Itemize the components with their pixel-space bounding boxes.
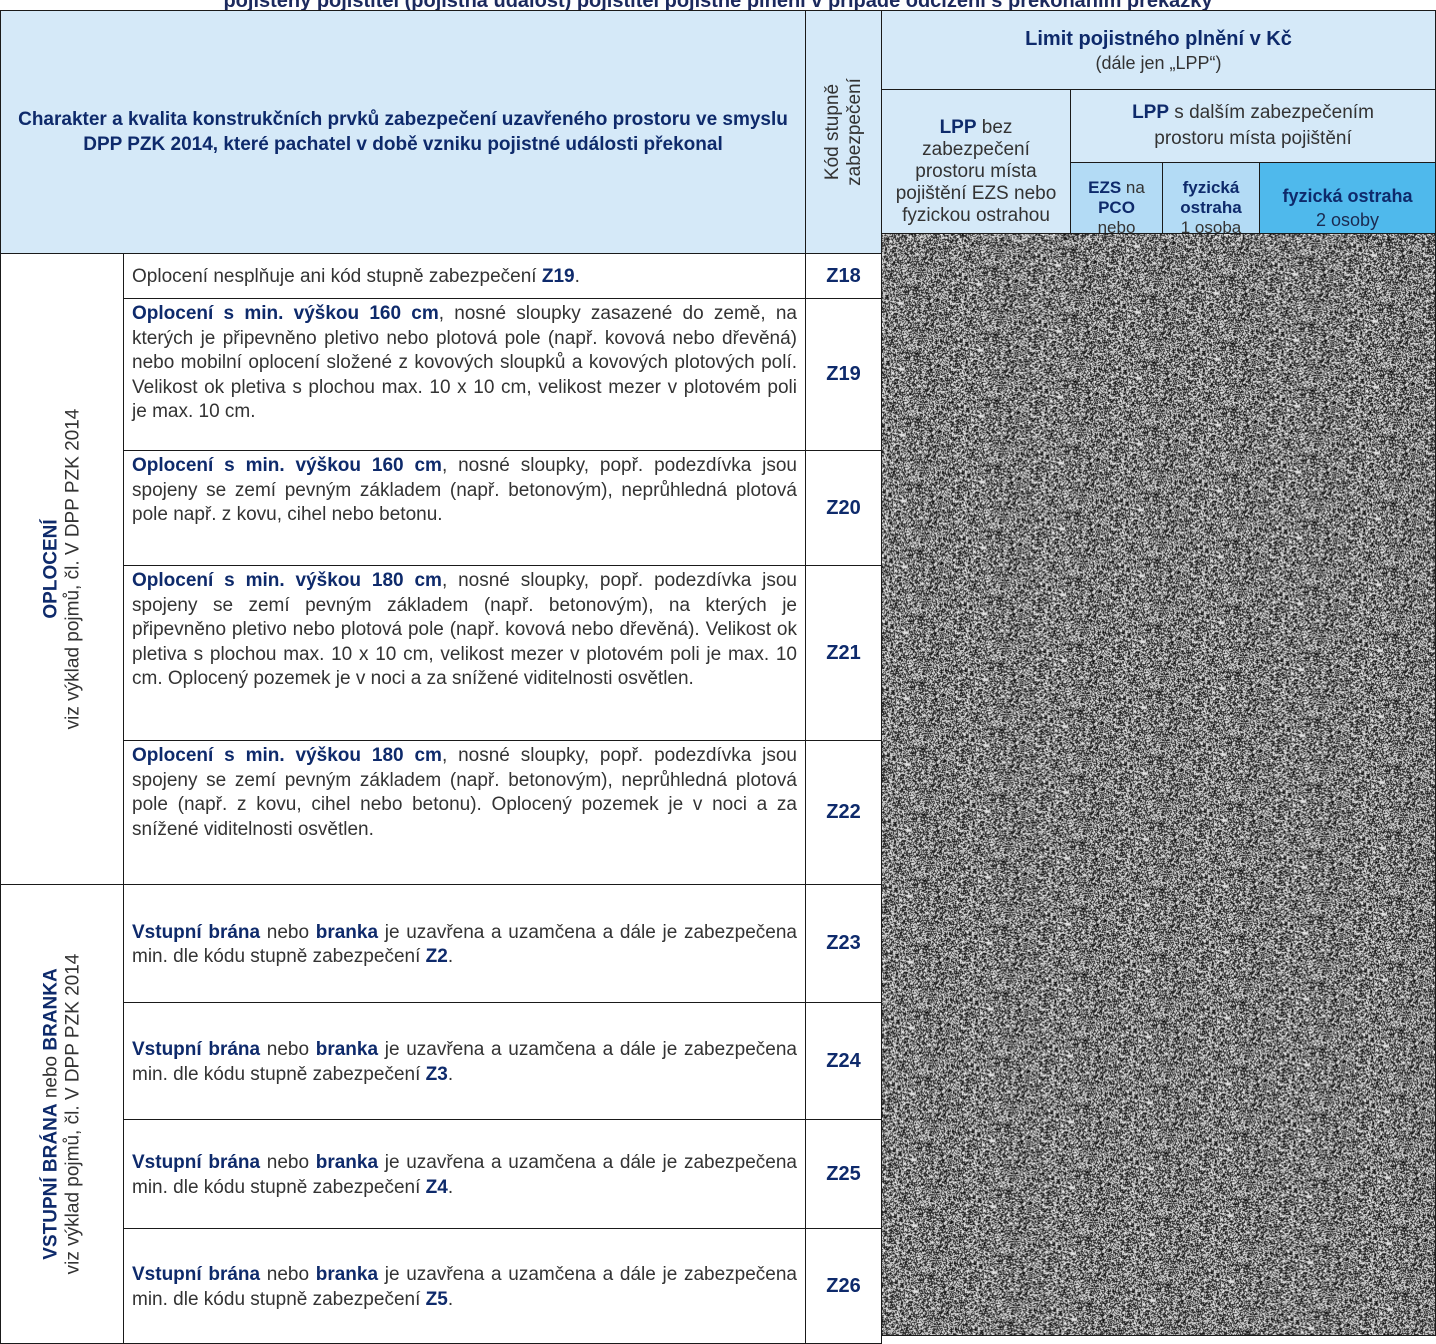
fyz1-rest: 1 osoba (1180, 218, 1242, 237)
row-z24-tail: . (447, 1063, 454, 1085)
ezs-line: EZS na (1088, 178, 1145, 198)
row-z25-b2: branka (315, 1152, 379, 1173)
row-z22-code: Z22 (805, 740, 882, 885)
row-z22-bold: Oplocení s min. výškou 180 cm (132, 745, 442, 766)
row-z18-text: Oplocení nesplňuje ani kód stupně zabezp… (132, 265, 580, 290)
row-z23-t2: je uzavřena a uzamčena a dále je zabezpe… (132, 921, 797, 968)
row-z21-code: Z21 (805, 565, 882, 741)
section-oploceni-title: OPLOCENÍ (40, 519, 62, 619)
row-z22-body: , nosné sloupky, popř. podezdívka jsou s… (132, 745, 797, 840)
row-z25-b1: Vstupní brána (132, 1152, 261, 1173)
row-z20-code: Z20 (805, 450, 882, 566)
row-z26-text: Vstupní brána nebo branka je uzavřena a … (132, 1263, 797, 1312)
section-brana-title: VSTUPNÍ BRÁNA (40, 1103, 62, 1260)
row-z24-t1: nebo (260, 1039, 316, 1060)
row-z24-b1: Vstupní brána (132, 1039, 261, 1060)
section-brana-title2: BRANKA (40, 968, 62, 1051)
section-brana-subtitle: viz výklad pojmů, čl. V DPP PZK 2014 (62, 953, 84, 1275)
row-z23-b2: branka (315, 921, 379, 943)
row-z20-desc: Oplocení s min. výškou 160 cm, nosné slo… (123, 450, 806, 566)
ezs-bold: EZS (1088, 178, 1122, 197)
row-z19-body: , nosné sloupky zasazené do země, na kte… (132, 303, 797, 422)
header-code-text: Kód stupně zabezpečení (821, 78, 865, 186)
row-z21-body: , nosné sloupky, popř. podezdívka jsou s… (132, 570, 797, 689)
lpp-s-bold: LPP (1132, 102, 1170, 123)
limit-subtitle: (dále jen „LPP“) (1095, 52, 1222, 73)
row-z23-text: Vstupní brána nebo branka je uzavřena a … (132, 921, 797, 970)
row-z20-bold: Oplocení s min. výškou 160 cm (132, 455, 442, 476)
row-z23-desc: Vstupní brána nebo branka je uzavřena a … (123, 884, 806, 1003)
row-z24-text: Vstupní brána nebo branka je uzavřena a … (132, 1038, 797, 1087)
lpp-bez-text: LPP bez zabezpečení prostoru místa pojiš… (890, 117, 1062, 227)
top-heading-strip: pojištěný pojistitel (pojistná událost) … (0, 0, 1436, 10)
row-z25-code: Z25 (805, 1119, 882, 1229)
lpp-s-text: LPP s dalším zabezpečením prostoru místa… (1101, 100, 1405, 152)
row-z24-desc: Vstupní brána nebo branka je uzavřena a … (123, 1002, 806, 1120)
row-z18-code: Z18 (805, 253, 882, 299)
limit-title: Limit pojistného plnění v Kč (1025, 27, 1292, 50)
section-brana-mid: nebo (40, 1050, 62, 1104)
fyz1-bold: fyzická ostraha (1180, 178, 1242, 217)
lpp-s-rest: s dalším zabezpečením prostoru místa poj… (1154, 102, 1374, 149)
row-z18-tail: . (574, 266, 580, 288)
row-z25-t2: je uzavřena a uzamčena a dále je zabezpe… (132, 1152, 797, 1198)
ezs-na: na (1121, 178, 1145, 197)
row-z26-t1: nebo (260, 1264, 316, 1285)
row-z25-ref: Z4 (425, 1176, 448, 1198)
row-z21-desc: Oplocení s min. výškou 180 cm, nosné slo… (123, 565, 806, 741)
row-z25-t1: nebo (260, 1152, 316, 1173)
section-oploceni-subtitle: viz výklad pojmů, čl. V DPP PZK 2014 (62, 408, 84, 730)
row-z25-desc: Vstupní brána nebo branka je uzavřena a … (123, 1119, 806, 1229)
lpp-bez-rest: bez zabezpečení prostoru místa pojištění… (895, 116, 1057, 226)
row-z23-t1: nebo (260, 921, 316, 943)
header-main-title: Charakter a kvalita konstrukčních prvků … (0, 10, 806, 254)
row-z24-code: Z24 (805, 1002, 882, 1120)
pco-bold: PCO (1098, 198, 1135, 217)
header-limit: Limit pojistného plnění v Kč (dále jen „… (881, 10, 1436, 90)
row-z26-tail: . (447, 1288, 454, 1310)
top-heading: pojištěný pojistitel (pojistná událost) … (0, 0, 1436, 10)
fyz2-rest: 2 osoby (1315, 210, 1380, 230)
row-z24-ref: Z3 (425, 1063, 448, 1085)
row-z18-desc: Oplocení nesplňuje ani kód stupně zabezp… (123, 253, 806, 299)
ezs-nebo: nebo (1097, 218, 1136, 237)
fyz2-bold: fyzická ostraha (1282, 186, 1413, 206)
row-z18-ref: Z19 (541, 266, 575, 288)
row-z23-ref: Z2 (425, 946, 448, 967)
header-lpp-s: LPP s dalším zabezpečením prostoru místa… (1070, 89, 1436, 163)
row-z23-b1: Vstupní brána (132, 921, 261, 943)
row-z25-text: Vstupní brána nebo branka je uzavřena a … (132, 1151, 797, 1200)
row-z26-desc: Vstupní brána nebo branka je uzavřena a … (123, 1228, 806, 1344)
lpp-bez-bold: LPP (939, 116, 977, 138)
section-oploceni-label: OPLOCENÍ viz výklad pojmů, čl. V DPP PZK… (40, 409, 84, 730)
obscured-limit-values (881, 233, 1436, 1336)
row-z26-t2: je uzavřena a uzamčena a dále je zabezpe… (132, 1264, 797, 1310)
header-code-column: Kód stupně zabezpečení (805, 10, 882, 254)
section-brana: VSTUPNÍ BRÁNA nebo BRANKA viz výklad poj… (0, 884, 124, 1344)
header-lpp-bez: LPP bez zabezpečení prostoru místa pojiš… (881, 89, 1071, 254)
row-z19-desc: Oplocení s min. výškou 160 cm, nosné slo… (123, 298, 806, 451)
row-z26-ref: Z5 (425, 1288, 448, 1310)
row-z18-body: Oplocení nesplňuje ani kód stupně zabezp… (132, 266, 542, 288)
header-main-title-text: Charakter a kvalita konstrukčních prvků … (18, 109, 788, 155)
row-z19-bold: Oplocení s min. výškou 160 cm (132, 303, 439, 324)
row-z20-body: , nosné sloupky, popř. podezdívka jsou s… (132, 455, 797, 525)
row-z23-tail: . (447, 946, 454, 967)
row-z25-tail: . (447, 1176, 454, 1198)
row-z19-code: Z19 (805, 298, 882, 451)
row-z24-b2: branka (315, 1039, 379, 1060)
section-oploceni: OPLOCENÍ viz výklad pojmů, čl. V DPP PZK… (0, 253, 124, 885)
row-z21-bold: Oplocení s min. výškou 180 cm (132, 570, 442, 591)
section-brana-label: VSTUPNÍ BRÁNA nebo BRANKA viz výklad poj… (40, 954, 84, 1275)
row-z23-code: Z23 (805, 884, 882, 1003)
row-z26-b2: branka (315, 1264, 379, 1285)
row-z22-desc: Oplocení s min. výškou 180 cm, nosné slo… (123, 740, 806, 885)
row-z26-b1: Vstupní brána (132, 1264, 261, 1285)
row-z26-code: Z26 (805, 1228, 882, 1344)
row-z24-t2: je uzavřena a uzamčena a dále je zabezpe… (132, 1039, 797, 1085)
